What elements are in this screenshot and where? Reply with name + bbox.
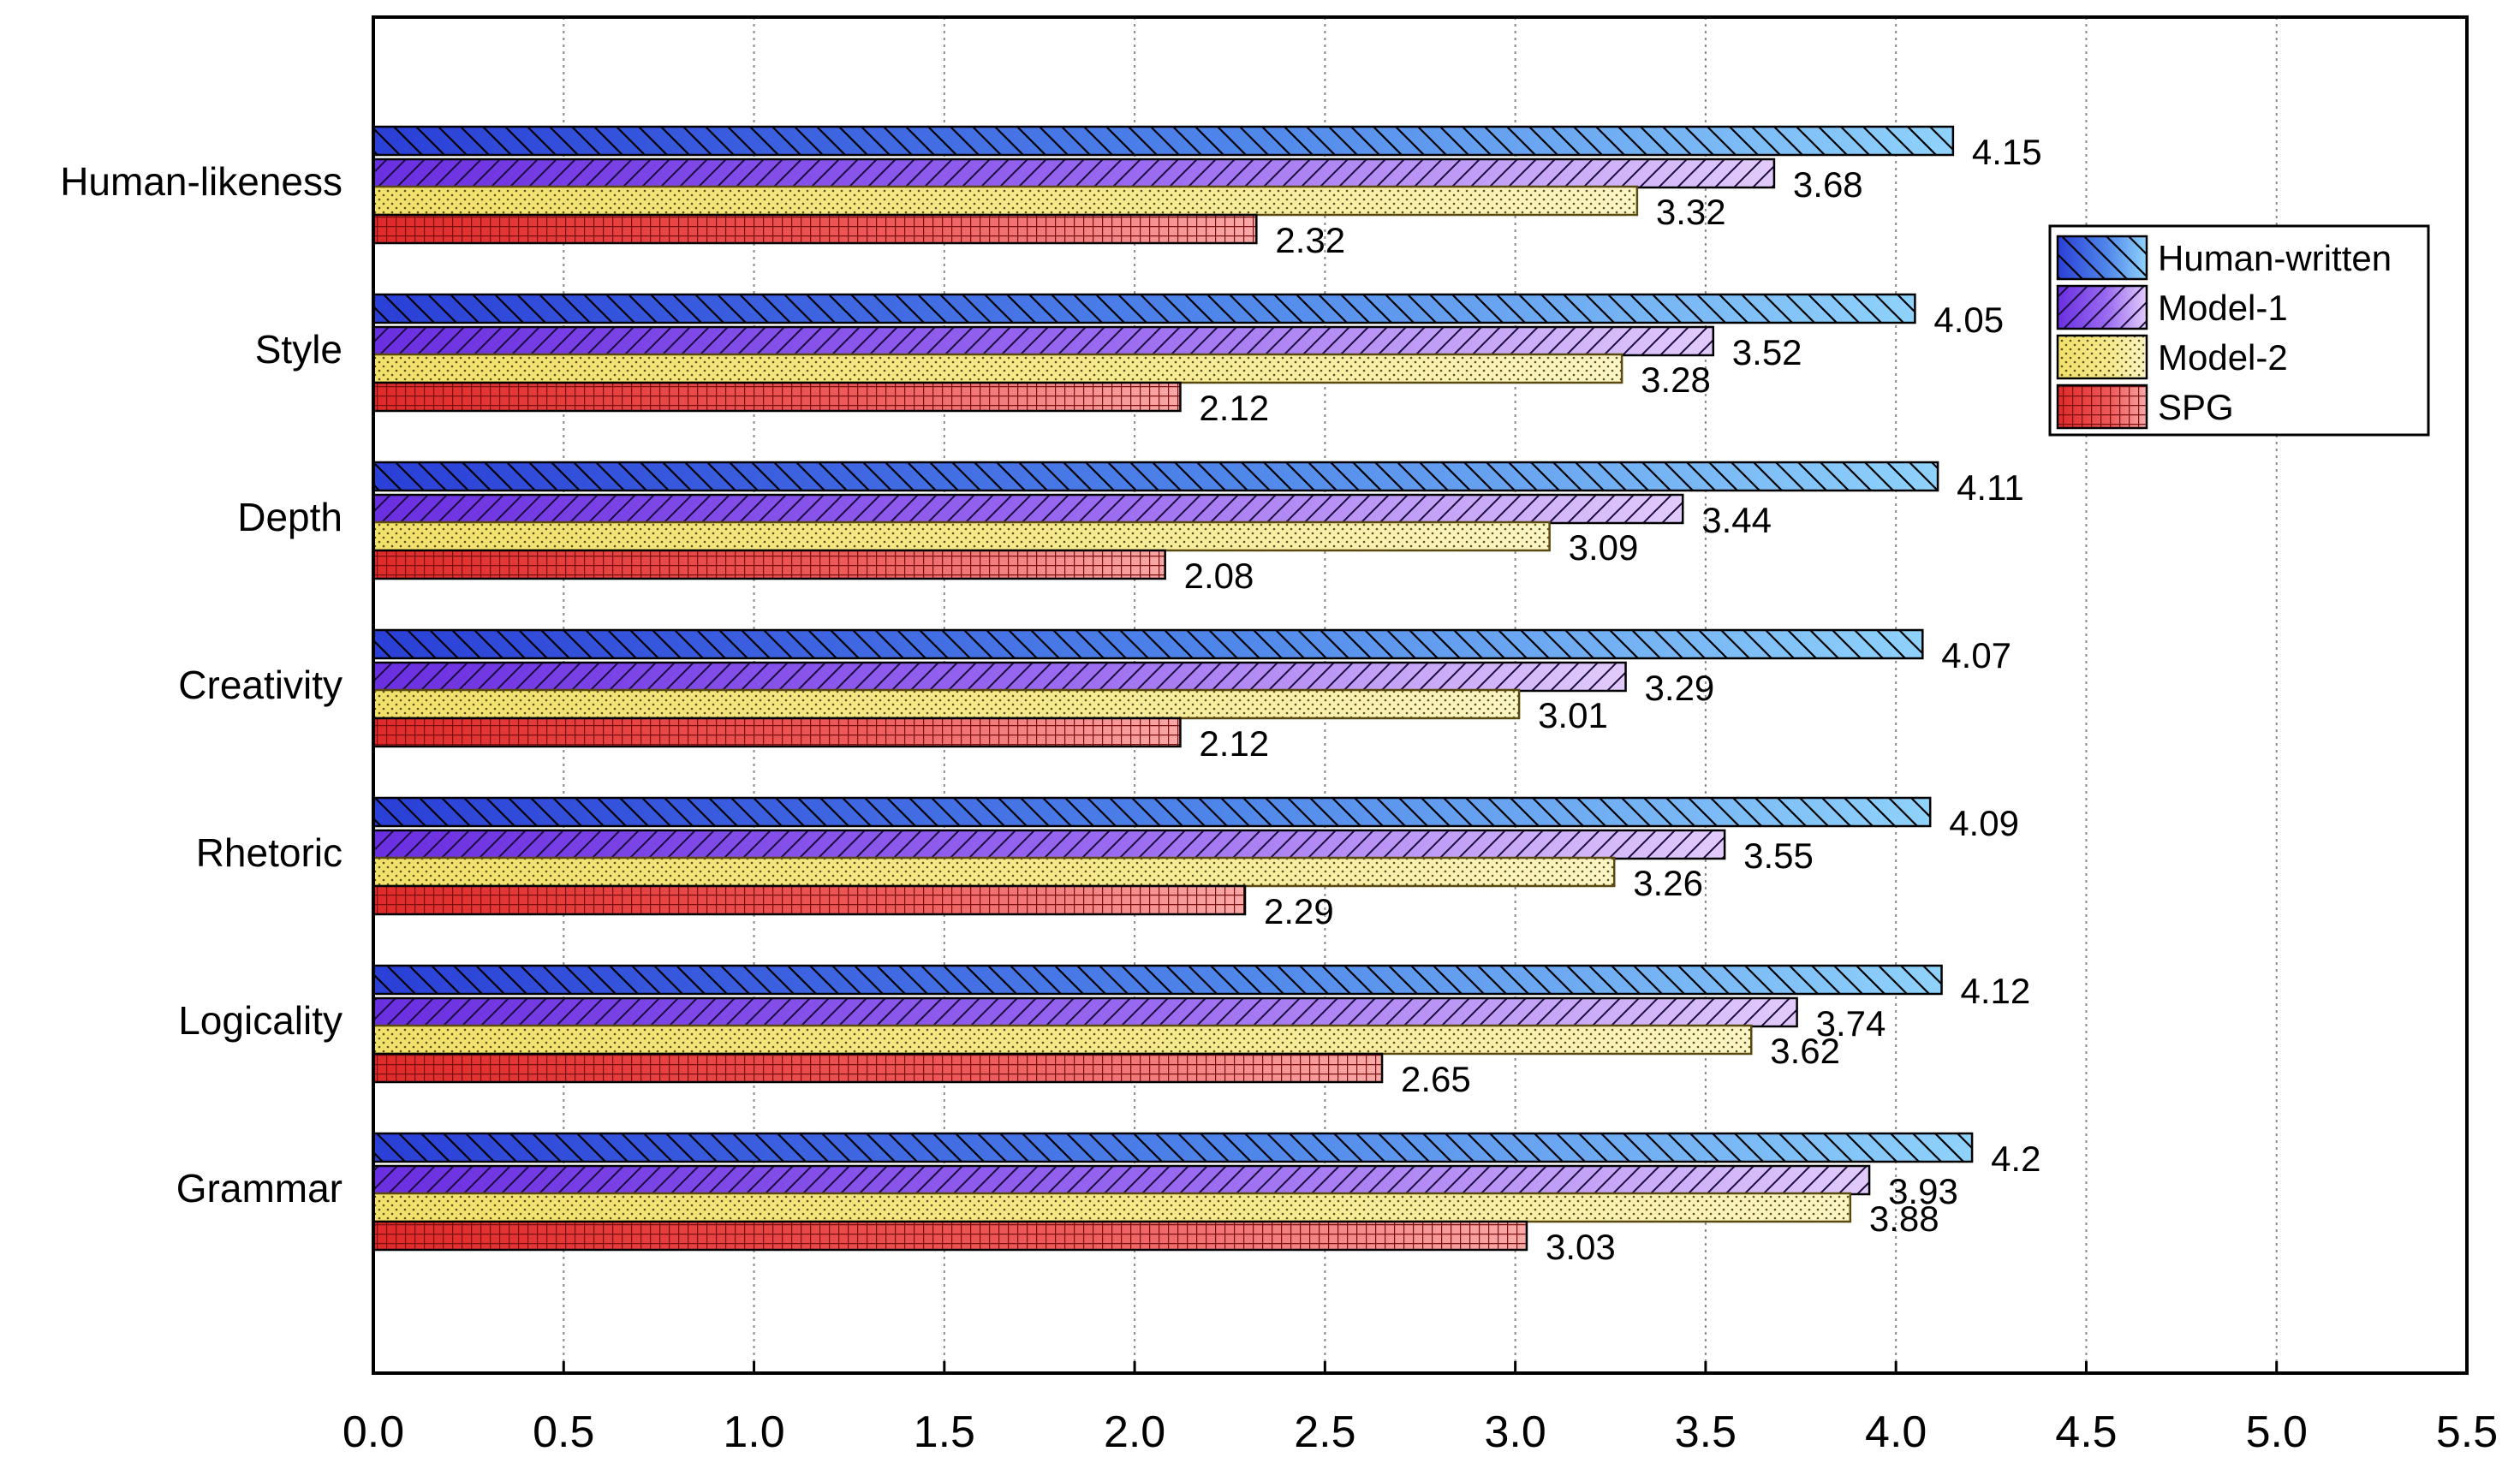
bars [372,125,1974,1252]
bar-pattern-overlay [372,1052,1384,1084]
bar-pattern-overlay [372,1192,1852,1223]
bar-pattern-overlay [372,996,1798,1028]
bar-pattern-overlay [372,1220,1528,1252]
category-label: Style [255,327,343,372]
x-axis-ticks: 0.0 0.5 1.0 1.5 2.0 2.5 3.0 3.5 4.0 4.5 5.0 5.5 [343,1361,2498,1457]
value-label: 4.12 [1961,971,2031,1011]
x-tick-label: 3.5 [1675,1407,1737,1457]
value-label: 3.28 [1641,360,1711,400]
x-tick-label: 0.0 [343,1407,404,1457]
category-label: Rhetoric [196,830,343,875]
value-label: 3.01 [1538,695,1608,735]
bar-pattern-overlay [372,125,1955,157]
legend-swatch-pattern [2056,284,2148,330]
value-label: 2.08 [1184,556,1254,596]
bar-pattern-overlay [372,353,1623,384]
value-label: 2.12 [1199,388,1269,428]
category-label: Grammar [176,1166,343,1210]
value-label: 3.88 [1869,1198,1939,1239]
bar-pattern-overlay [372,1132,1974,1163]
legend-swatch-pattern [2056,334,2148,380]
bar-pattern-overlay [372,520,1551,552]
bar-pattern-overlay [372,1024,1753,1056]
value-label: 2.32 [1275,220,1345,260]
value-label: 4.11 [1957,467,2024,508]
bar-pattern-overlay [372,1164,1871,1196]
value-label: 2.12 [1199,723,1269,764]
value-label: 2.29 [1264,891,1334,931]
x-tick-label: 1.5 [914,1407,975,1457]
legend-swatch-pattern [2056,235,2148,281]
value-label: 4.05 [1933,300,2004,340]
bar-pattern-overlay [372,493,1684,525]
value-label: 3.26 [1633,863,1703,903]
bar-pattern-overlay [372,829,1726,860]
legend-swatch-pattern [2056,384,2148,430]
bar-pattern-overlay [372,293,1916,324]
plot-frame [372,15,2469,1375]
category-label: Creativity [178,663,343,707]
bar-pattern-overlay [372,325,1715,357]
value-label: 4.07 [1941,635,2011,675]
bar-pattern-overlay [372,213,1258,245]
value-label: 3.52 [1732,332,1802,372]
value-label: 3.03 [1546,1227,1616,1267]
bar-pattern-overlay [372,964,1943,996]
legend-label: Model-2 [2158,337,2288,378]
bar-pattern-overlay [372,158,1776,189]
bar-pattern-overlay [372,796,1932,828]
value-label: 4.15 [1972,132,2042,172]
x-tick-label: 5.5 [2436,1407,2498,1457]
value-label: 3.74 [1816,1003,1886,1044]
x-tick-label: 4.0 [1865,1407,1927,1457]
legend-label: SPG [2158,387,2234,427]
legend-label: Human-written [2158,238,2392,278]
value-labels: 4.15 3.68 3.32 2.32 4.05 3.52 3.28 2.12 4.11 3.44… [1184,132,2042,1267]
legend: Human-written Model-1 Model-2 SPG [2048,224,2430,437]
bar-pattern-overlay [372,856,1616,888]
bar-pattern-overlay [372,185,1639,217]
x-tick-label: 1.0 [723,1407,784,1457]
x-tick-label: 5.0 [2246,1407,2308,1457]
value-label: 3.55 [1743,836,1814,876]
value-label: 3.62 [1770,1031,1840,1071]
value-label: 4.09 [1949,803,2019,843]
x-tick-label: 2.5 [1294,1407,1355,1457]
bar-pattern-overlay [372,628,1924,660]
category-label: Logicality [178,998,343,1043]
bar-pattern-overlay [372,461,1939,492]
value-label: 2.65 [1401,1059,1471,1099]
bar-pattern-overlay [372,661,1627,693]
bar-pattern-overlay [372,717,1182,748]
category-label: Human-likeness [60,159,343,204]
value-label: 4.2 [1991,1139,2040,1179]
value-label: 3.44 [1701,500,1772,540]
bar-pattern-overlay [372,884,1247,916]
x-tick-label: 2.0 [1104,1407,1165,1457]
value-label: 3.68 [1793,164,1863,205]
value-label: 3.93 [1888,1171,1958,1211]
x-tick-label: 4.5 [2055,1407,2117,1457]
x-tick-label: 0.5 [533,1407,594,1457]
category-label: Depth [237,495,343,539]
value-label: 3.09 [1569,527,1639,568]
value-label: 3.32 [1656,192,1726,232]
bar-pattern-overlay [372,549,1166,580]
legend-label: Model-1 [2158,288,2288,328]
x-tick-label: 3.0 [1484,1407,1546,1457]
value-label: 3.29 [1645,668,1715,708]
bar-pattern-overlay [372,381,1182,413]
bar-pattern-overlay [372,688,1521,720]
category-labels: Human-likeness Style Depth Creativity Rhetor… [60,159,343,1210]
